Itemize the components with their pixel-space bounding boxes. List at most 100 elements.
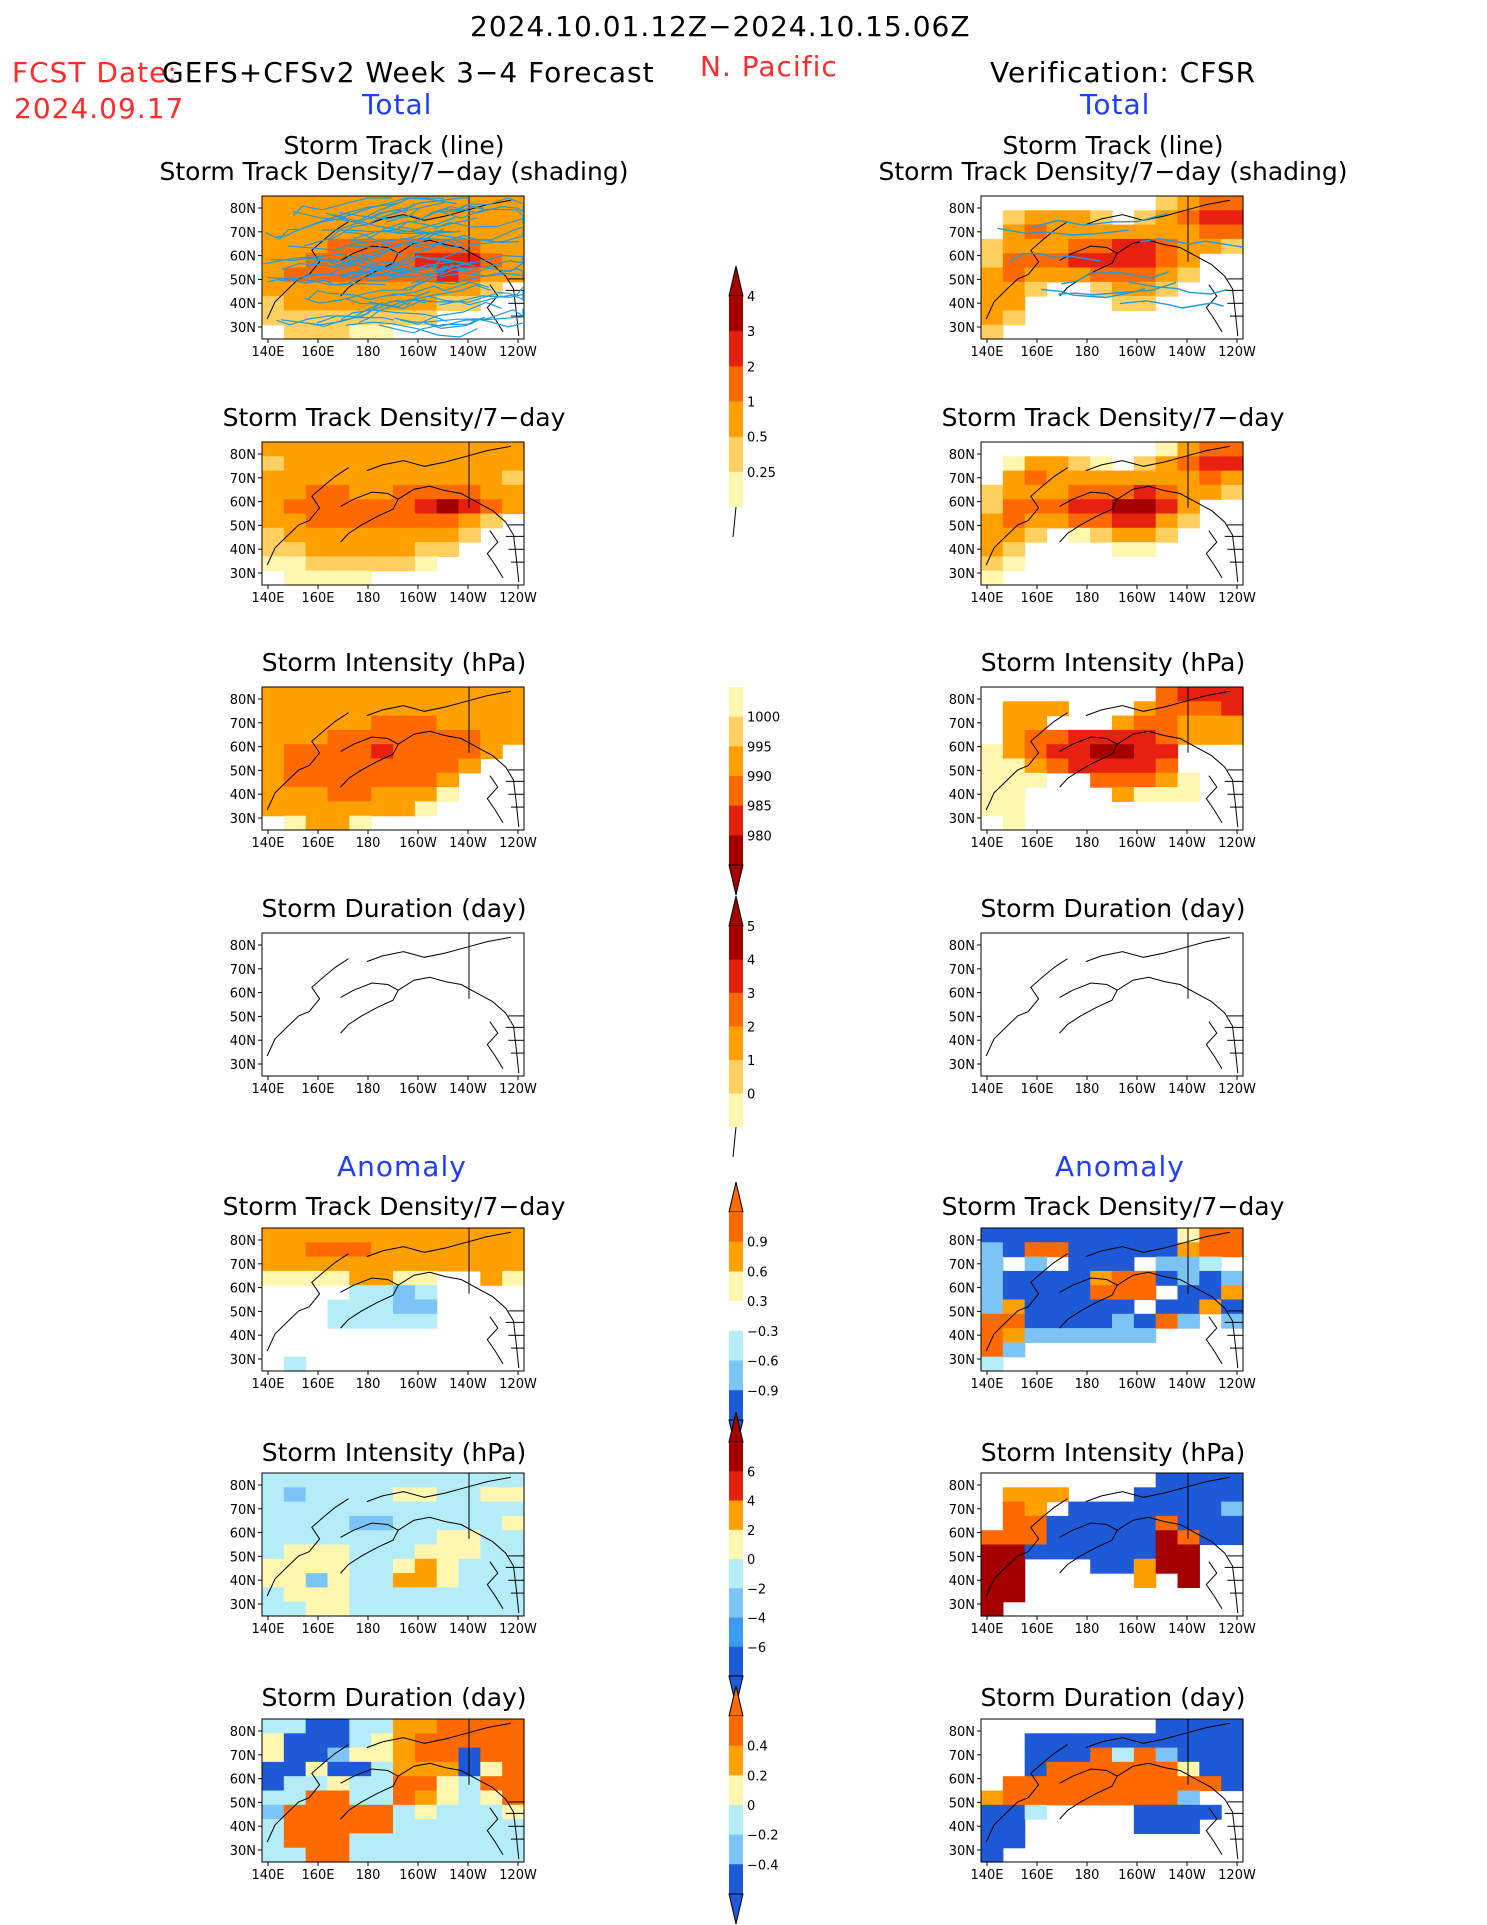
y-tick-label: 40N [230, 1820, 256, 1835]
x-tick-label: 160E [301, 1622, 334, 1637]
heatmap-cell [305, 1747, 329, 1763]
heatmap-cell [1155, 1487, 1179, 1503]
heatmap-cell [349, 1790, 372, 1806]
heatmap-cell [305, 1833, 329, 1849]
heatmap-cell [1112, 787, 1135, 802]
heatmap-cell [414, 513, 438, 529]
heatmap-cell [283, 701, 307, 717]
heatmap-cell [458, 1804, 481, 1820]
heatmap-cell [327, 1733, 350, 1749]
heatmap-cell [305, 1719, 329, 1734]
x-tick-label: 140E [970, 1082, 1003, 1097]
heatmap-cell [1002, 238, 1026, 254]
heatmap-cell [262, 1601, 285, 1617]
heatmap-cell [1090, 470, 1113, 486]
heatmap-cell [458, 499, 481, 515]
x-tick-label: 180 [356, 1868, 381, 1883]
storm-track-line [351, 248, 469, 275]
heatmap-cell [1133, 1761, 1157, 1777]
heatmap-cell [1046, 758, 1069, 774]
heatmap-cell [262, 556, 285, 572]
storm-track-line [346, 321, 478, 338]
colorbar-total-duration: 5 4 3 2 1 0 [728, 895, 755, 1158]
heatmap-cell [393, 470, 416, 486]
heatmap-cell [1090, 1790, 1113, 1806]
heatmap-cell [414, 1847, 438, 1863]
y-tick-label: 70N [949, 472, 975, 487]
colorbar-swatch [729, 1834, 743, 1865]
heatmap-cell [1155, 210, 1179, 226]
colorbar-label: 0.9 [747, 1236, 768, 1251]
panel-title-anom-intensity-right: Storm Intensity (hPa) [980, 1438, 1246, 1467]
heatmap-cell [1177, 1299, 1200, 1315]
heatmap-cell [1090, 238, 1113, 254]
heatmap-cell [981, 281, 1004, 297]
x-tick-label: 160E [301, 1082, 334, 1097]
heatmap-cell [262, 1515, 285, 1531]
heatmap-cell [414, 1313, 438, 1329]
heatmap-cell [502, 484, 525, 500]
heatmap-cell [283, 1587, 307, 1603]
heatmap-cell [393, 499, 416, 515]
heatmap-cell [1112, 1313, 1135, 1329]
y-tick-label: 60N [949, 496, 975, 511]
coastline [1059, 1522, 1118, 1574]
heatmap-cell [1046, 1790, 1069, 1806]
heatmap-cell [349, 499, 372, 515]
heatmap-cell [1002, 556, 1026, 572]
heatmap-cell [1068, 1530, 1091, 1546]
y-tick-label: 70N [949, 717, 975, 732]
heatmap-cell [1177, 267, 1200, 283]
storm-track-line [403, 268, 524, 290]
heatmap-cell [283, 1847, 307, 1863]
heatmap-cell [1133, 1747, 1157, 1763]
storm-track-line [327, 230, 457, 264]
y-tick-label: 80N [949, 448, 975, 463]
heatmap-cell [327, 1313, 350, 1329]
heatmap-cell [371, 442, 394, 457]
panel-title-duration-right: Storm Duration (day) [980, 894, 1246, 923]
heatmap-cell [1002, 815, 1026, 831]
heatmap-cell [414, 1601, 438, 1617]
x-tick-label: 160W [1118, 1377, 1156, 1392]
heatmap-cell [1155, 238, 1179, 254]
heatmap-cell [1002, 1833, 1026, 1849]
y-tick-label: 40N [230, 543, 256, 558]
heatmap-cell [1112, 484, 1135, 500]
x-tick-label: 160E [301, 1377, 334, 1392]
heatmap-cell [436, 1719, 460, 1734]
heatmap-cell [1068, 470, 1091, 486]
heatmap-cell [458, 1790, 481, 1806]
heatmap-cell [981, 1804, 1004, 1820]
heatmap-cell [1090, 772, 1113, 788]
heatmap-cell [502, 687, 525, 702]
heatmap-cell [1177, 196, 1200, 211]
heatmap-cell [262, 1487, 285, 1503]
heatmap-cell [1177, 1804, 1200, 1820]
storm-track-line [1128, 281, 1228, 295]
heatmap-cell [349, 513, 372, 529]
heatmap-cell [305, 772, 329, 788]
coastline [1059, 245, 1118, 297]
heatmap-cell [283, 1601, 307, 1617]
heatmap-cell [1046, 1228, 1069, 1243]
colorbar-swatch [729, 1212, 743, 1243]
map-frame [980, 441, 1244, 586]
heatmap-cell [327, 787, 350, 802]
map-panel-right-5: 140E 160E 180 160W 140W 120W 80N 70N 60N 50N 40N 30… [949, 1472, 1256, 1637]
x-tick-label: 160E [1020, 1377, 1053, 1392]
heatmap-cell [1177, 1313, 1200, 1329]
heatmap-cell [436, 715, 460, 731]
colorbar-swatch [729, 776, 743, 807]
storm-track-line [367, 264, 459, 282]
x-tick-label: 160W [1118, 1868, 1156, 1883]
heatmap-cell [1002, 210, 1026, 226]
heatmap-cell [327, 1587, 350, 1603]
heatmap-cell [414, 758, 438, 774]
heatmap-cell [327, 456, 350, 472]
x-tick-label: 160E [301, 345, 334, 360]
heatmap-cell [480, 1242, 503, 1258]
heatmap-cell [262, 1719, 285, 1734]
heatmap-cell [981, 1256, 1004, 1272]
heatmap-cell [1155, 1530, 1179, 1546]
